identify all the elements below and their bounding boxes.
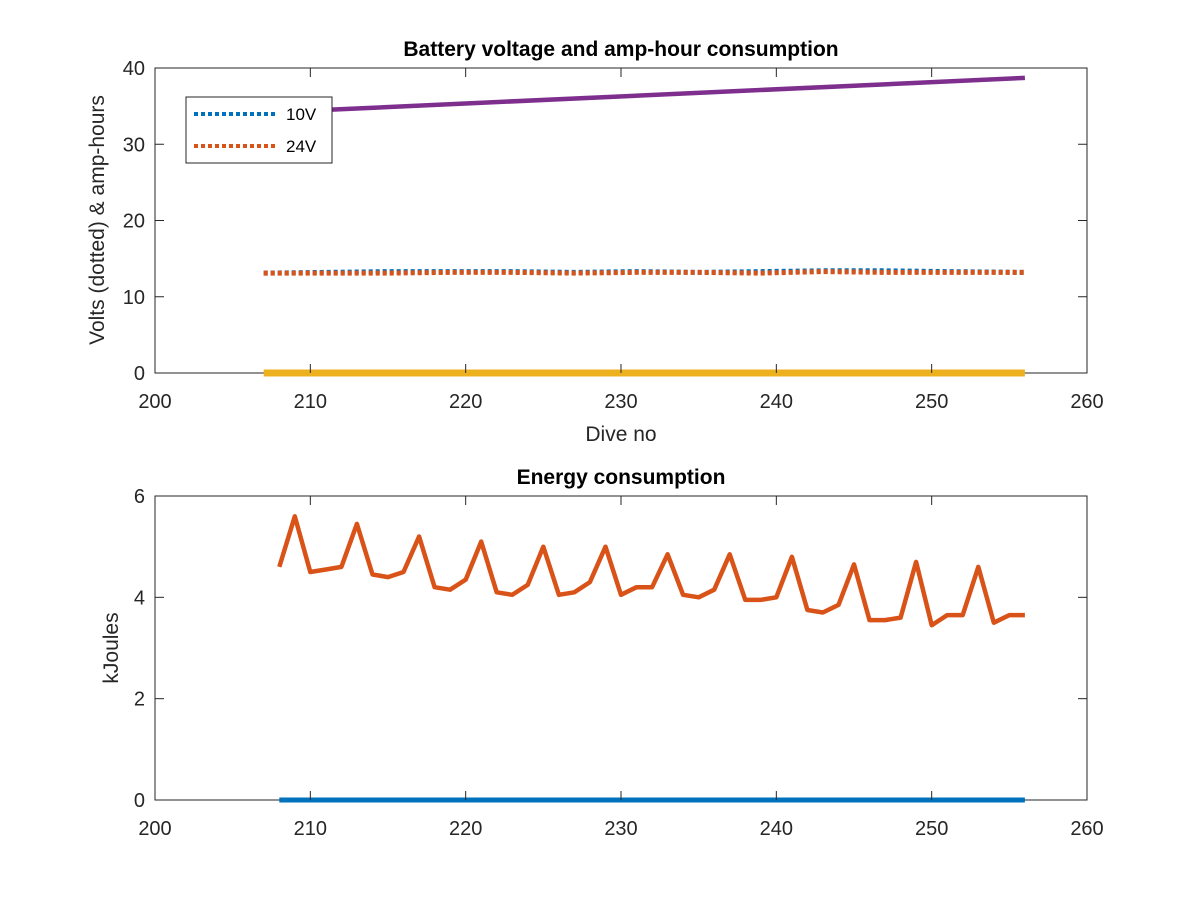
- legend-label-24v: 24V: [286, 137, 317, 156]
- x-tick-label: 230: [604, 391, 637, 413]
- x-tick-label: 250: [915, 818, 948, 840]
- y-tick-label: 6: [134, 486, 145, 508]
- y-axis-label: Volts (dotted) & amp-hours: [86, 95, 109, 345]
- y-tick-label: 10: [123, 287, 145, 309]
- y-tick-label: 2: [134, 689, 145, 711]
- x-tick-label: 200: [138, 818, 171, 840]
- x-tick-label: 240: [760, 391, 793, 413]
- plot-area-box: [154, 495, 1088, 801]
- chart-title: Energy consumption: [517, 466, 726, 489]
- y-tick-label: 4: [134, 587, 145, 609]
- series-layer: [263, 75, 1026, 377]
- y-tick-label: 30: [123, 134, 145, 156]
- legend: 10V 24V: [185, 96, 333, 164]
- x-tick-label: 230: [604, 818, 637, 840]
- series-line-4: [325, 75, 1026, 113]
- x-tick-label: 220: [449, 391, 482, 413]
- x-tick-label: 220: [449, 818, 482, 840]
- x-axis-label: Dive no: [585, 423, 656, 446]
- y-tick-label: 0: [134, 790, 145, 812]
- energy-consumption-plot: 200 210 220 230 240 250 260 0 2 4 6 Energy consump…: [100, 466, 1104, 840]
- x-tick-label: 260: [1070, 818, 1103, 840]
- series-layer: [277, 514, 1025, 803]
- x-tick-label: 200: [138, 391, 171, 413]
- x-tick-label: 240: [760, 818, 793, 840]
- y-axis-label: kJoules: [100, 612, 123, 683]
- tick-layer: 200 210 220 230 240 250 260 0 10 20 30 40: [123, 58, 1104, 413]
- y-tick-label: 0: [134, 363, 145, 385]
- x-tick-label: 210: [294, 818, 327, 840]
- series-line-1: [277, 514, 1025, 628]
- y-tick-label: 40: [123, 58, 145, 80]
- y-tick-label: 20: [123, 211, 145, 233]
- x-tick-label: 210: [294, 391, 327, 413]
- x-tick-label: 250: [915, 391, 948, 413]
- series-line-24v: [263, 269, 1025, 276]
- x-tick-label: 260: [1070, 391, 1103, 413]
- chart-title: Battery voltage and amp-hour consumption: [403, 38, 838, 61]
- tick-layer: 200 210 220 230 240 250 260 0 2 4 6: [134, 486, 1104, 840]
- voltage-amp-hour-plot: 200 210 220 230 240 250 260 0 10 20 30 40 Battery v…: [86, 38, 1104, 446]
- legend-box: [185, 96, 333, 164]
- legend-label-10v: 10V: [286, 105, 317, 124]
